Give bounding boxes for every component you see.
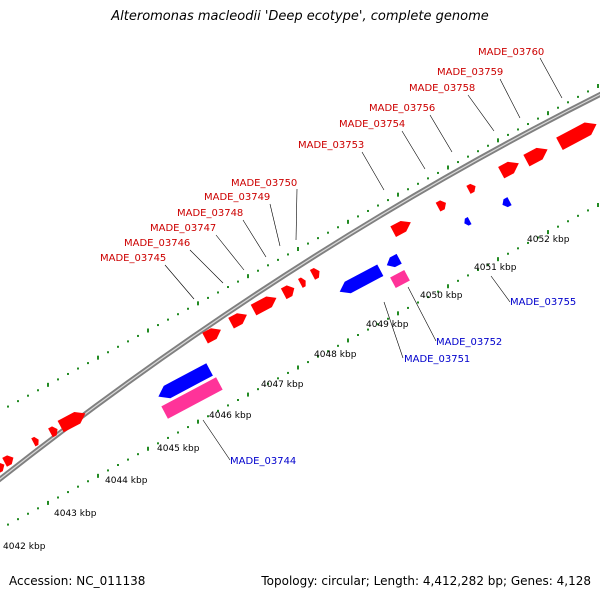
gene-arrow bbox=[498, 161, 519, 179]
tick-marks bbox=[7, 84, 599, 526]
leader-line bbox=[202, 419, 231, 461]
leader-line bbox=[539, 57, 563, 99]
gene-label-made-03750[interactable]: MADE_03750 bbox=[231, 178, 297, 189]
kbp-label: 4048 kbp bbox=[314, 350, 357, 360]
kbp-label: 4044 kbp bbox=[105, 476, 148, 486]
gene-arrow bbox=[158, 363, 213, 399]
gene-arrow bbox=[556, 122, 597, 151]
gene-arrow bbox=[280, 285, 295, 300]
leader-line bbox=[499, 78, 521, 119]
leader-line bbox=[242, 219, 267, 258]
gene-label-made-03752[interactable]: MADE_03752 bbox=[436, 337, 502, 348]
leader-line bbox=[401, 130, 426, 170]
gene-label-made-03747[interactable]: MADE_03747 bbox=[150, 223, 216, 234]
kbp-label: 4050 kbp bbox=[420, 291, 463, 301]
gene-arrow bbox=[0, 462, 5, 474]
gene-arrow bbox=[339, 264, 384, 294]
reverse-gene-labels: MADE_03755 MADE_03752 MADE_03751 MADE_03… bbox=[230, 297, 576, 467]
rna-feature bbox=[390, 269, 410, 289]
gene-label-made-03753[interactable]: MADE_03753 bbox=[298, 140, 364, 151]
genome-summary-text: Topology: circular; Length: 4,412,282 bp… bbox=[261, 574, 591, 588]
gene-label-made-03748[interactable]: MADE_03748 bbox=[177, 208, 243, 219]
gene-arrow bbox=[435, 200, 446, 212]
forward-gene-labels: MADE_03760 MADE_03759 MADE_03758 MADE_03… bbox=[100, 47, 544, 264]
leader-line bbox=[490, 275, 511, 303]
gene-arrow bbox=[202, 328, 221, 344]
gene-arrow bbox=[390, 220, 411, 237]
gene-arrow bbox=[523, 147, 548, 167]
leader-line bbox=[189, 249, 224, 284]
gene-label-made-03744[interactable]: MADE_03744 bbox=[230, 456, 296, 467]
gene-label-made-03758[interactable]: MADE_03758 bbox=[409, 83, 475, 94]
kbp-scale-labels: 4042 kbp 4043 kbp 4044 kbp 4045 kbp 4046… bbox=[3, 235, 570, 552]
gene-arrow bbox=[309, 267, 320, 280]
gene-features bbox=[0, 122, 597, 474]
kbp-label: 4045 kbp bbox=[157, 444, 200, 454]
rna-feature bbox=[161, 377, 223, 419]
kbp-label: 4051 kbp bbox=[474, 263, 517, 273]
leader-line bbox=[215, 234, 245, 271]
gene-label-made-03759[interactable]: MADE_03759 bbox=[437, 67, 503, 78]
gene-arrow bbox=[386, 253, 402, 268]
label-leader-lines bbox=[164, 57, 563, 461]
leader-line bbox=[467, 94, 495, 132]
kbp-label: 4049 kbp bbox=[366, 320, 409, 330]
gene-arrow bbox=[298, 277, 306, 288]
leader-line bbox=[295, 188, 298, 241]
leader-line bbox=[383, 301, 404, 359]
gene-label-made-03755[interactable]: MADE_03755 bbox=[510, 297, 576, 308]
leader-line bbox=[269, 203, 281, 247]
gene-label-made-03751[interactable]: MADE_03751 bbox=[404, 354, 470, 365]
leader-line bbox=[164, 264, 195, 300]
map-title: Alteromonas macleodii 'Deep ecotype', co… bbox=[111, 9, 489, 24]
gene-arrow bbox=[31, 436, 39, 447]
gene-arrow bbox=[57, 411, 86, 433]
gene-arrow bbox=[466, 183, 476, 194]
kbp-label: 4047 kbp bbox=[261, 380, 304, 390]
gene-label-made-03745[interactable]: MADE_03745 bbox=[100, 253, 166, 264]
gene-arrow bbox=[250, 296, 277, 316]
leader-line bbox=[407, 286, 437, 342]
leader-line bbox=[361, 151, 385, 191]
gene-label-made-03749[interactable]: MADE_03749 bbox=[204, 192, 270, 203]
gene-label-made-03754[interactable]: MADE_03754 bbox=[339, 119, 405, 130]
gene-arrow bbox=[502, 197, 512, 208]
kbp-label: 4042 kbp bbox=[3, 542, 46, 552]
gene-label-made-03760[interactable]: MADE_03760 bbox=[478, 47, 544, 58]
accession-text: Accession: NC_011138 bbox=[9, 574, 146, 588]
kbp-label: 4046 kbp bbox=[209, 411, 252, 421]
gene-arrow bbox=[464, 217, 472, 226]
kbp-label: 4043 kbp bbox=[54, 509, 97, 519]
gene-label-made-03746[interactable]: MADE_03746 bbox=[124, 238, 190, 249]
gene-arrow bbox=[2, 455, 14, 467]
kbp-label: 4052 kbp bbox=[527, 235, 570, 245]
leader-line bbox=[429, 114, 453, 153]
gene-label-made-03756[interactable]: MADE_03756 bbox=[369, 103, 435, 114]
gene-arrow bbox=[48, 426, 58, 438]
gene-arrow bbox=[228, 313, 247, 329]
